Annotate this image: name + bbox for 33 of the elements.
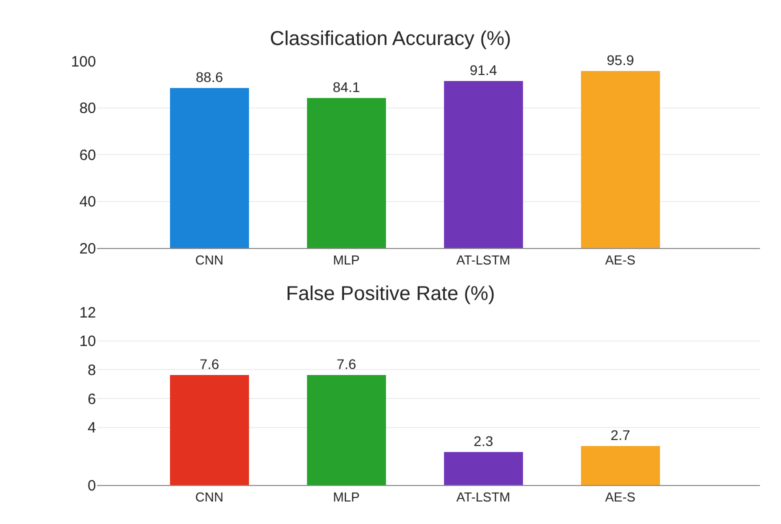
x-tick-label: AT-LSTM xyxy=(456,490,510,505)
x-tick-label: CNN xyxy=(195,252,224,268)
y-tick-label: 100 xyxy=(70,53,96,70)
data-label: 84.1 xyxy=(332,79,360,95)
x-tick-label: MLP xyxy=(332,252,360,268)
data-label: 2.3 xyxy=(474,433,494,449)
y-tick-label: 12 xyxy=(79,304,96,322)
x-tick-label: AE-S xyxy=(605,252,636,268)
chart-title: Classification Accuracy (%) xyxy=(270,28,512,50)
x-tick-label: MLP xyxy=(332,490,360,505)
y-tick-label: 40 xyxy=(79,194,96,210)
bar xyxy=(444,452,523,485)
bar xyxy=(170,375,249,485)
chart-title: False Positive Rate (%) xyxy=(286,283,495,305)
y-tick-label: 20 xyxy=(79,240,96,258)
y-tick-label: 10 xyxy=(79,333,96,350)
bar xyxy=(581,446,660,485)
x-tick-label: AT-LSTM xyxy=(456,252,510,268)
x-tick-label: AE-S xyxy=(605,490,636,505)
y-tick-label: 60 xyxy=(79,146,96,164)
data-label: 95.9 xyxy=(606,52,634,68)
bar xyxy=(307,375,386,485)
y-tick-label: 80 xyxy=(79,100,96,117)
y-tick-label: 4 xyxy=(88,420,96,437)
data-label: 7.6 xyxy=(336,356,356,372)
data-label: 2.7 xyxy=(610,427,630,443)
data-label: 7.6 xyxy=(200,356,220,372)
data-label: 88.6 xyxy=(196,69,224,85)
x-tick-label: CNN xyxy=(195,490,224,505)
y-tick-label: 0 xyxy=(88,477,96,494)
y-tick-label: 6 xyxy=(88,390,96,408)
y-tick-label: 8 xyxy=(88,362,96,379)
data-label: 91.4 xyxy=(470,62,498,78)
